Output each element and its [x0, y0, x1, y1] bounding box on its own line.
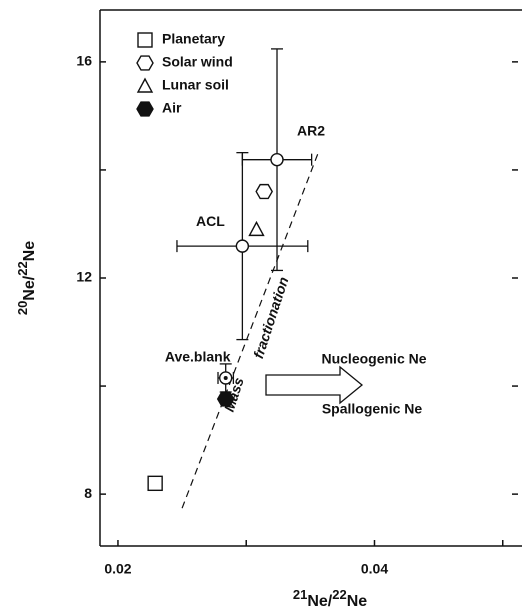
fit-line [181, 152, 319, 509]
x-label-part: 22 [332, 587, 346, 602]
marker [147, 475, 163, 492]
marker [248, 220, 265, 237]
y-axis-label: 20Ne/22Ne [15, 241, 38, 315]
annotation: Nucleogenic Ne [321, 351, 426, 367]
marker [136, 55, 154, 71]
y-label-part: Ne/ [21, 275, 38, 300]
legend-label: Planetary [162, 31, 225, 47]
legend-label: Air [162, 100, 182, 116]
legend-label: Lunar soil [162, 77, 229, 93]
y-tick-label: 12 [76, 269, 92, 285]
annotation: fractionation [250, 275, 291, 361]
marker [136, 101, 154, 117]
y-label-part: Ne [21, 241, 38, 262]
x-label-part: Ne [347, 593, 368, 610]
sample-label: Ave.blank [165, 349, 231, 365]
x-label-part: 21 [293, 587, 307, 602]
marker [137, 32, 153, 48]
annotation: Spallogenic Ne [322, 401, 423, 417]
y-label-part: 22 [15, 261, 30, 275]
y-tick-label: 16 [76, 53, 92, 69]
marker-dot [223, 375, 228, 380]
sample-label: ACL [196, 213, 225, 229]
x-tick-label: 0.04 [361, 561, 388, 577]
y-tick-label: 8 [84, 485, 92, 501]
y-label-part: 20 [15, 301, 30, 315]
marker [235, 239, 250, 253]
legend-label: Solar wind [162, 54, 233, 70]
x-axis-label: 21Ne/22Ne [293, 587, 367, 610]
x-tick-label: 0.02 [104, 561, 131, 577]
marker [136, 77, 154, 93]
arrow [265, 365, 364, 405]
marker [216, 391, 235, 407]
marker [270, 152, 284, 167]
x-label-part: Ne/ [307, 593, 332, 610]
marker [255, 183, 273, 200]
sample-label: AR2 [297, 122, 325, 138]
